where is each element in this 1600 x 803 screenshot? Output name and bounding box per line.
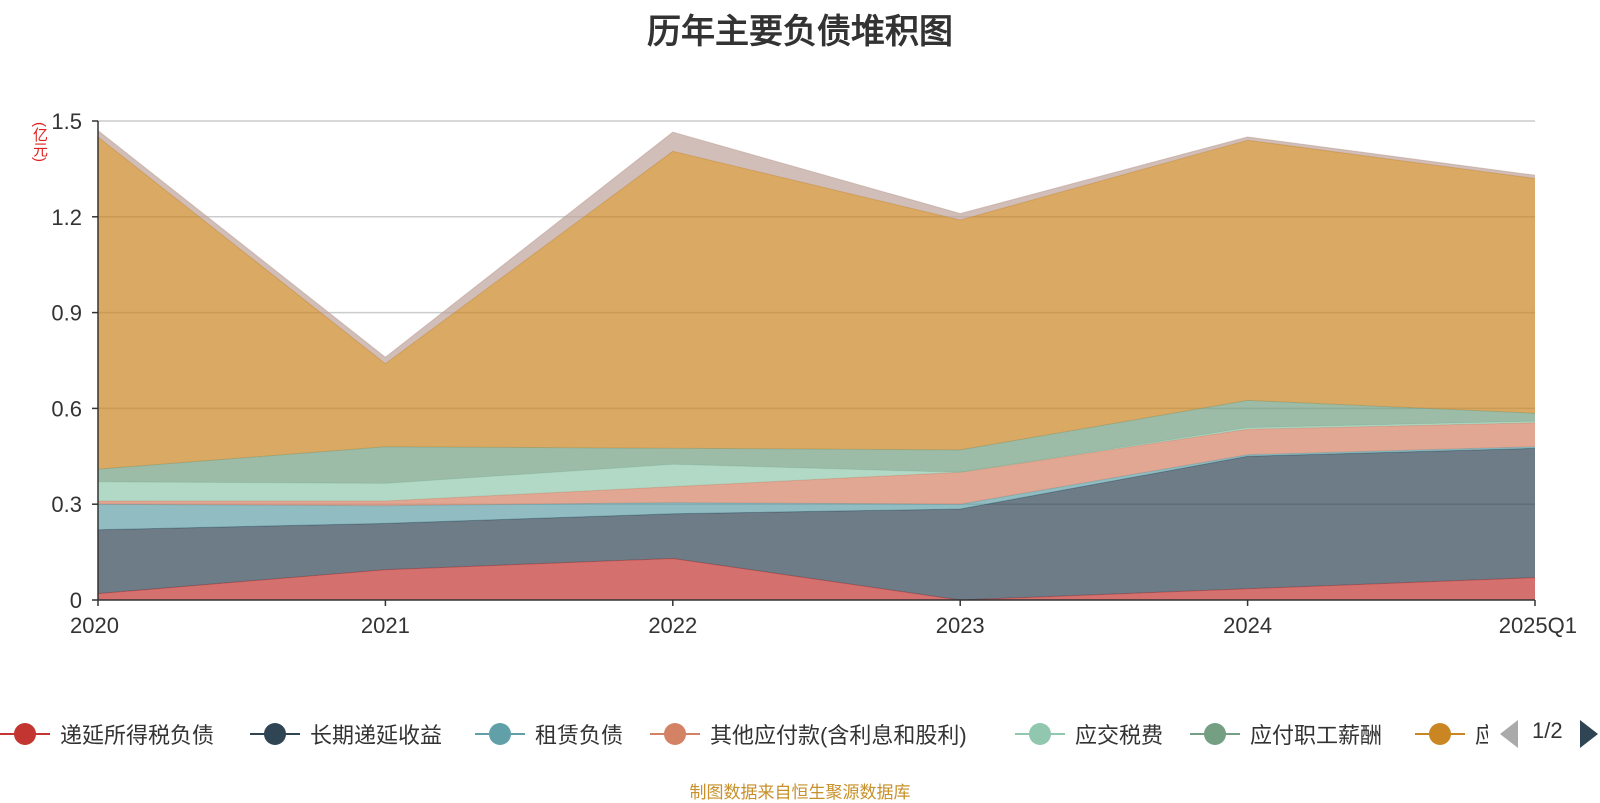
legend-prev-page-icon[interactable] [1500,720,1518,748]
legend-label: 应交税费 [1075,723,1164,748]
y-tick-label: 0.3 [51,492,82,517]
x-tick-label: 2025Q1 [1499,613,1577,638]
legend-page-indicator: 1/2 [1532,718,1563,743]
x-tick-label: 2020 [70,613,119,638]
legend-item[interactable]: 递延所得税负债 [0,716,214,752]
legend-symbol-icon [1015,722,1065,746]
legend-next-page-icon[interactable] [1580,720,1598,748]
legend-symbol-icon [250,722,300,746]
legend-item[interactable]: 应付职工薪酬 [1190,716,1382,752]
area-series [97,130,1536,601]
area-series-6[interactable] [98,400,1535,484]
y-tick-label: 0.9 [51,301,82,326]
legend-item[interactable]: 租赁负债 [475,716,623,752]
legend-symbol-icon [650,722,700,746]
legend-symbol-icon [1190,722,1240,746]
y-axis-unit-label: (亿元) [31,122,48,162]
area-series-7[interactable] [98,137,1535,470]
legend-label: 长期递延收益 [310,723,443,748]
legend-item[interactable]: 长期递延收益 [250,716,442,752]
area-series-4[interactable] [98,422,1535,506]
legend-item[interactable]: 应付账款 [1415,716,1488,752]
legend-label: 租赁负债 [535,723,624,748]
x-tick-label: 2021 [361,613,410,638]
series-line-8 [97,130,1536,358]
legend-label: 其他应付款(含利息和股利) [710,723,967,748]
legend: 递延所得税负债 长期递延收益 租赁负债 其他应付款(含利息和股利) 应交税费 应付职工薪酬… [0,716,1600,752]
legend-label: 递延所得税负债 [60,723,215,748]
y-tick-label: 1.5 [51,109,82,134]
legend-items: 递延所得税负债 长期递延收益 租赁负债 其他应付款(含利息和股利) 应交税费 应付职工薪酬… [0,716,1488,752]
y-tick-label: 0.6 [51,396,82,421]
legend-item[interactable]: 其他应付款(含利息和股利) [650,716,967,752]
area-series-2[interactable] [98,448,1535,600]
chart-title: 历年主要负债堆积图 [647,13,953,51]
y-tick-label: 1.2 [51,205,82,230]
legend-pager: 1/2 [1496,716,1600,752]
legend-item[interactable]: 应交税费 [1015,716,1163,752]
area-series-8[interactable] [98,130,1535,364]
tick-labels: 0 0.3 0.6 0.9 1.2 1.5 2020 2021 2022 2023 2024 2025… [51,109,1577,638]
axes [92,120,1536,606]
x-tick-label: 2022 [648,613,697,638]
legend-symbol-icon [475,722,525,746]
area-series-5[interactable] [98,421,1535,501]
y-tick-label: 0 [70,588,82,613]
x-tick-label: 2024 [1223,613,1272,638]
legend-label: 应付账款 [1475,723,1488,748]
x-tick-label: 2023 [936,613,985,638]
legend-symbol-icon [1415,722,1465,746]
legend-label: 应付职工薪酬 [1250,723,1383,748]
source-note: 制图数据来自恒生聚源数据库 [689,783,911,802]
legend-symbol-icon [0,722,50,746]
